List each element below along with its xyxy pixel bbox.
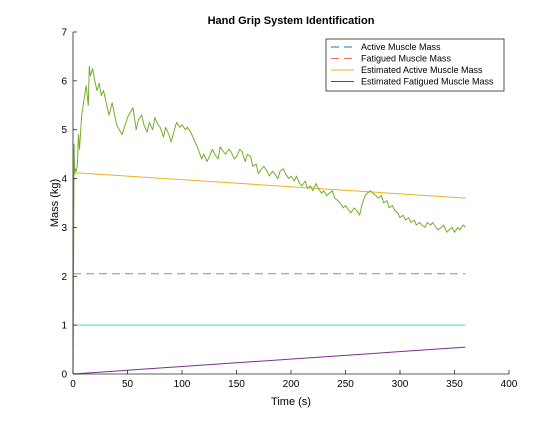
x-tick-label: 250 — [337, 379, 354, 390]
x-tick-label: 100 — [174, 379, 191, 390]
legend-label-1: Fatigued Muscle Mass — [361, 54, 452, 64]
x-tick-label: 300 — [392, 379, 409, 390]
x-tick-label: 150 — [228, 379, 245, 390]
x-tick-label: 350 — [446, 379, 463, 390]
y-tick-label: 3 — [61, 223, 67, 234]
series-line-3 — [72, 346, 466, 375]
y-tick-label: 4 — [61, 174, 67, 185]
legend-box — [325, 38, 505, 92]
legend-label-0: Active Muscle Mass — [361, 42, 441, 52]
data-layer — [72, 65, 466, 375]
y-tick-label: 7 — [61, 28, 67, 39]
y-tick-label: 1 — [61, 321, 67, 332]
chart-title: Hand Grip System Identification — [208, 15, 375, 27]
y-axis-label: Mass (kg) — [49, 179, 61, 227]
legend-label-3: Estimated Fatigued Muscle Mass — [361, 77, 494, 87]
y-tick-label: 5 — [61, 125, 67, 136]
y-tick-label: 2 — [61, 272, 67, 283]
y-tick-label: 0 — [61, 370, 67, 381]
x-tick-label: 200 — [283, 379, 300, 390]
x-tick-label: 50 — [122, 379, 134, 390]
x-tick-label: 0 — [70, 379, 76, 390]
x-axis-label: Time (s) — [271, 396, 311, 408]
axes-layer: 0 50 100 150 200 250 300 350 400 0 1 2 3 4 5 6 7 — [61, 28, 517, 391]
legend-label-2: Estimated Active Muscle Mass — [361, 65, 483, 75]
x-tick-label: 400 — [501, 379, 518, 390]
y-tick-label: 6 — [61, 76, 67, 87]
series-line-5 — [72, 65, 466, 375]
